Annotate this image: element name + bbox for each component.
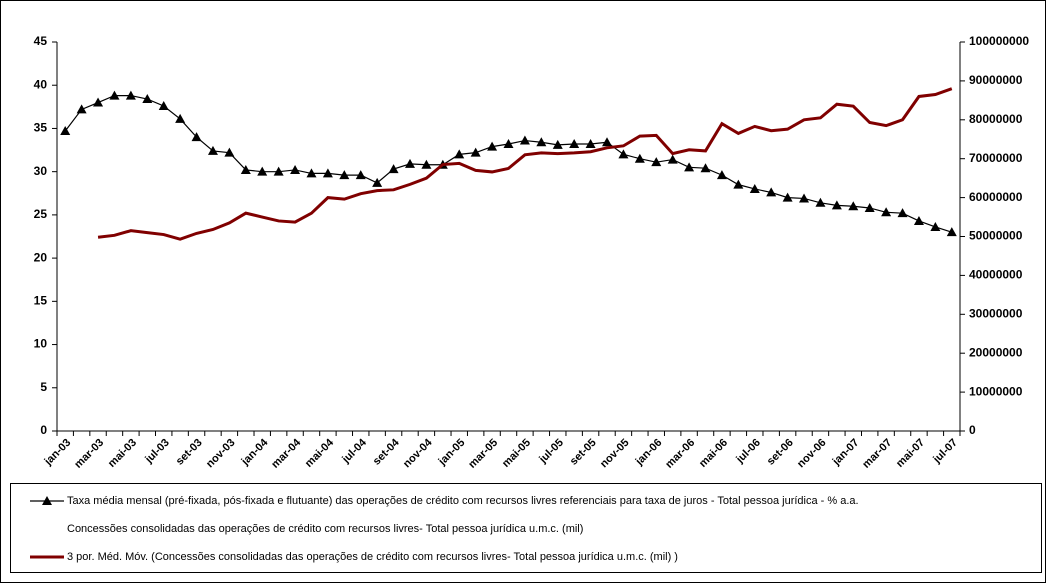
triangle-marker xyxy=(454,149,465,159)
triangle-marker xyxy=(552,139,563,149)
triangle-marker xyxy=(782,192,793,202)
triangle-marker xyxy=(815,197,826,207)
triangle-marker xyxy=(388,164,399,174)
triangle-marker xyxy=(585,139,596,149)
triangle-marker xyxy=(831,200,842,210)
y2-tick-label: 60000000 xyxy=(969,190,1023,204)
triangle-marker xyxy=(191,132,202,142)
y-tick-label: 0 xyxy=(40,423,47,437)
y-tick-label: 30 xyxy=(34,164,48,178)
triangle-marker xyxy=(60,126,71,136)
triangle-marker xyxy=(913,215,924,225)
legend-box xyxy=(10,483,1042,573)
triangle-marker xyxy=(372,177,383,187)
triangle-marker xyxy=(142,94,153,104)
triangle-marker xyxy=(667,154,678,164)
triangle-marker xyxy=(519,135,530,145)
y2-tick-label: 0 xyxy=(969,423,976,437)
legend-label: Concessões consolidadas das operações de… xyxy=(67,523,583,535)
triangle-marker xyxy=(946,227,957,237)
triangle-marker xyxy=(503,139,514,149)
triangle-marker xyxy=(864,202,875,212)
triangle-marker xyxy=(749,183,760,193)
triangle-marker xyxy=(290,164,301,174)
triangle-marker xyxy=(273,166,284,176)
triangle-marker xyxy=(240,164,251,174)
legend-label: Taxa média mensal (pré-fixada, pós-fixad… xyxy=(67,495,859,507)
triangle-marker xyxy=(257,166,268,176)
triangle-marker xyxy=(716,170,727,180)
y2-tick-label: 100000000 xyxy=(969,34,1029,48)
triangle-marker xyxy=(76,104,87,114)
triangle-marker xyxy=(470,147,481,157)
triangle-marker xyxy=(487,141,498,151)
series-line xyxy=(97,87,953,241)
triangle-marker xyxy=(930,221,941,231)
triangle-marker xyxy=(848,201,859,211)
y-tick-label: 10 xyxy=(34,337,48,351)
triangle-marker xyxy=(536,137,547,147)
triangle-marker xyxy=(404,158,415,168)
legend-label: 3 por. Méd. Móv. (Concessões consolidada… xyxy=(67,551,678,563)
triangle-marker xyxy=(421,159,432,169)
triangle-marker xyxy=(224,147,235,157)
legend-marker xyxy=(42,496,52,505)
y2-tick-label: 20000000 xyxy=(969,345,1023,359)
y2-tick-label: 30000000 xyxy=(969,306,1023,320)
triangle-marker xyxy=(175,113,186,123)
triangle-marker xyxy=(158,100,169,110)
triangle-marker xyxy=(569,139,580,149)
triangle-marker xyxy=(634,153,645,163)
triangle-marker xyxy=(93,97,104,107)
triangle-marker xyxy=(897,208,908,218)
y2-tick-label: 50000000 xyxy=(969,229,1023,243)
y-tick-label: 45 xyxy=(34,34,48,48)
triangle-marker xyxy=(618,149,629,159)
triangle-marker xyxy=(733,179,744,189)
y2-tick-label: 80000000 xyxy=(969,112,1023,126)
y-tick-label: 20 xyxy=(34,250,48,264)
y-tick-label: 15 xyxy=(34,294,48,308)
y-tick-label: 35 xyxy=(34,121,48,135)
triangle-marker xyxy=(799,193,810,203)
triangle-marker xyxy=(766,187,777,197)
triangle-marker xyxy=(207,145,218,155)
y2-tick-label: 40000000 xyxy=(969,268,1023,282)
triangle-marker xyxy=(109,90,120,100)
triangle-marker xyxy=(339,170,350,180)
y2-tick-label: 70000000 xyxy=(969,151,1023,165)
y-tick-label: 40 xyxy=(34,77,48,91)
y-tick-label: 25 xyxy=(34,207,48,221)
triangle-marker xyxy=(125,90,136,100)
triangle-marker xyxy=(306,168,317,178)
y2-tick-label: 90000000 xyxy=(969,73,1023,87)
triangle-marker xyxy=(602,137,613,147)
triangle-marker xyxy=(881,207,892,217)
triangle-marker xyxy=(355,170,366,180)
triangle-marker xyxy=(322,168,333,178)
triangle-marker xyxy=(684,162,695,172)
triangle-marker xyxy=(700,163,711,173)
triangle-marker xyxy=(651,157,662,167)
y2-tick-label: 10000000 xyxy=(969,384,1023,398)
y-tick-label: 5 xyxy=(40,380,47,394)
